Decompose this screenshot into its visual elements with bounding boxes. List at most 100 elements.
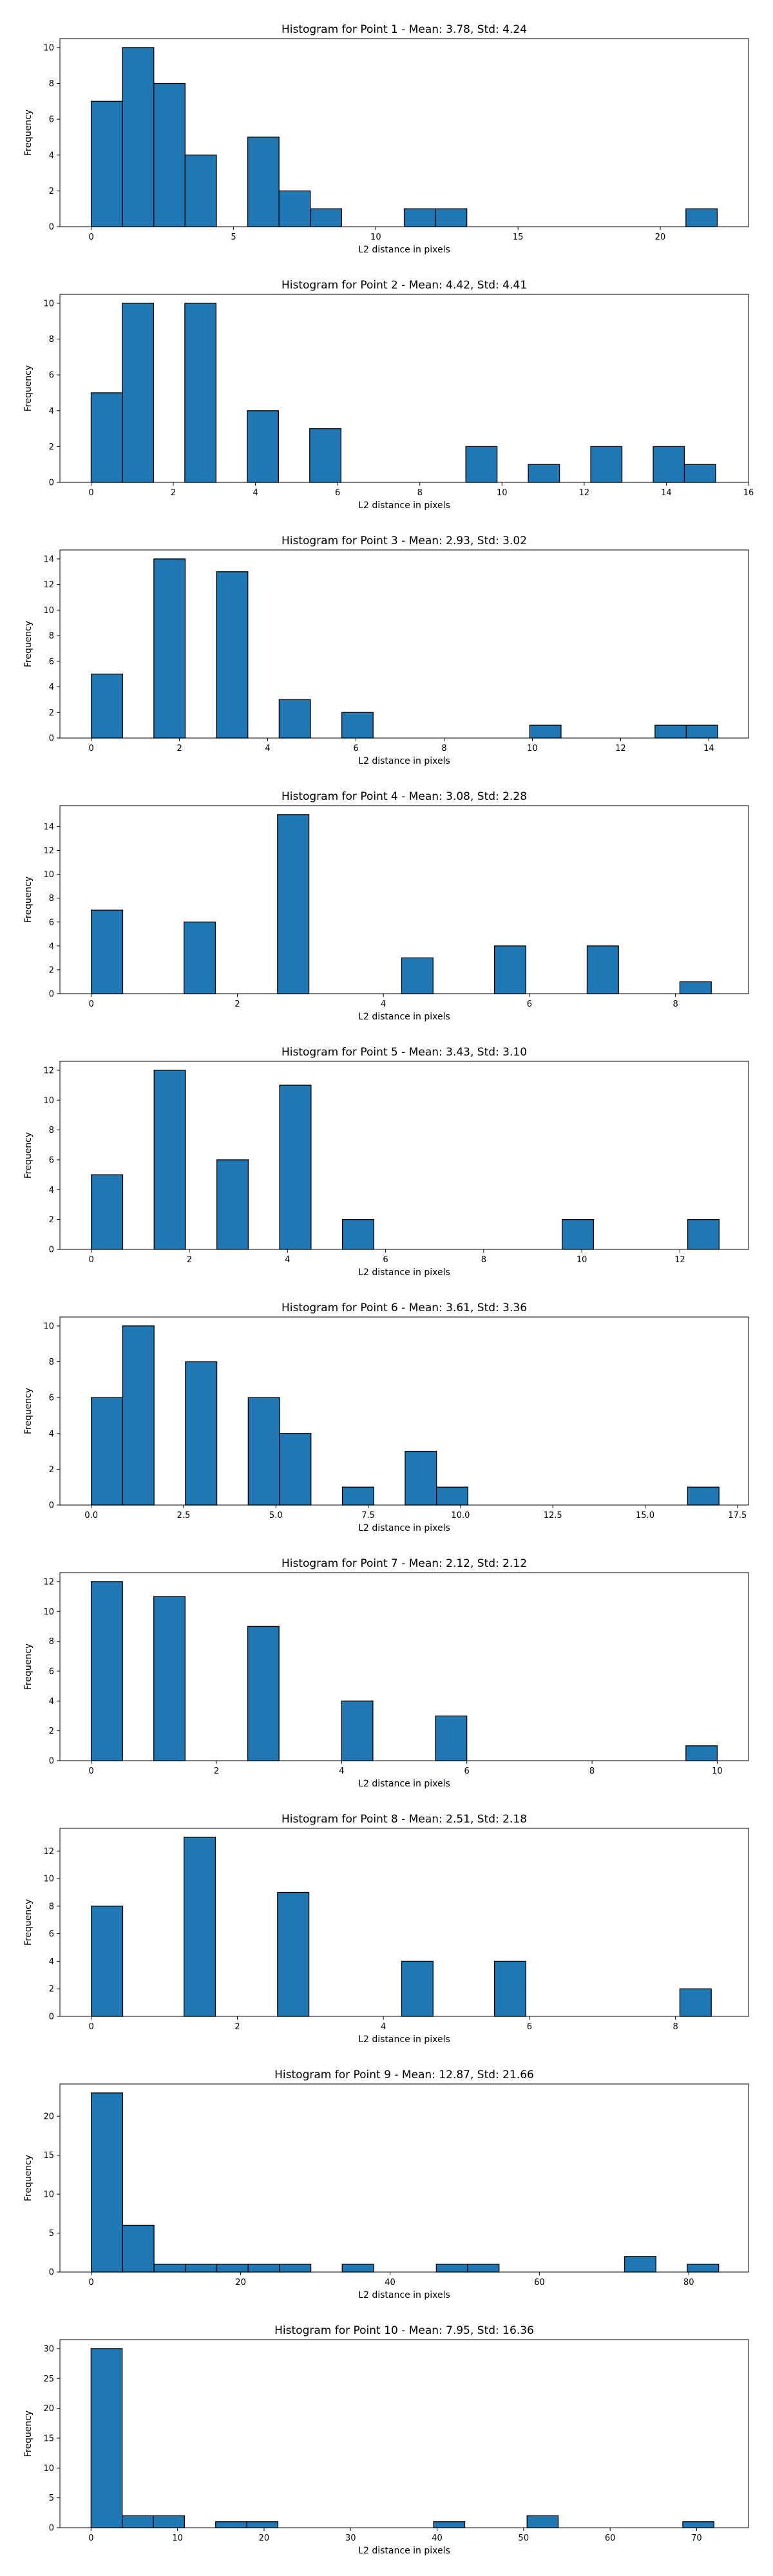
histogram-bar: [435, 1716, 467, 1761]
histogram-bar: [91, 1582, 123, 1761]
histogram-bar: [153, 2515, 184, 2528]
histogram-bar: [122, 2225, 154, 2272]
histogram-bar: [91, 2349, 122, 2528]
x-axis-label: L2 distance in pixels: [358, 245, 450, 255]
histogram-bar: [280, 1085, 311, 1249]
histogram-bar: [527, 2515, 558, 2528]
x-tick-label: 12.5: [544, 1511, 562, 1520]
x-tick-label: 6: [527, 999, 532, 1009]
x-tick-label: 15: [513, 232, 524, 242]
x-axis-label: L2 distance in pixels: [358, 1012, 450, 1022]
y-tick-label: 0: [49, 1245, 54, 1255]
histogram-bar: [185, 303, 216, 482]
chart-panel-6: Histogram for Point 6 - Mean: 3.61, Std:…: [23, 1302, 749, 1533]
histogram-bar: [122, 303, 153, 482]
x-axis-label: L2 distance in pixels: [358, 1267, 450, 1278]
x-tick-label: 50: [519, 2533, 530, 2543]
x-axis-label: L2 distance in pixels: [358, 756, 450, 766]
y-tick-label: 10: [43, 2464, 54, 2474]
chart-title: Histogram for Point 8 - Mean: 2.51, Std:…: [282, 1813, 527, 1826]
y-tick-label: 10: [43, 606, 54, 616]
x-tick-label: 60: [534, 2278, 545, 2287]
x-tick-label: 2: [171, 488, 176, 498]
x-tick-label: 5: [231, 232, 236, 242]
histogram-bar: [687, 1487, 719, 1505]
x-tick-label: 6: [527, 2022, 532, 2032]
histogram-bar: [528, 464, 559, 482]
y-tick-label: 12: [43, 580, 54, 590]
y-tick-label: 6: [49, 1394, 54, 1403]
y-tick-label: 6: [49, 1929, 54, 1939]
y-tick-label: 4: [49, 406, 54, 416]
x-tick-label: 2.5: [177, 1511, 191, 1520]
x-tick-label: 4: [381, 999, 386, 1009]
histogram-bar: [184, 922, 216, 994]
histogram-bar: [405, 1452, 437, 1505]
histogram-bar: [184, 1837, 216, 2016]
y-tick-label: 10: [43, 1875, 54, 1884]
x-tick-label: 4: [265, 744, 270, 753]
histogram-bar: [91, 1175, 123, 1249]
x-tick-label: 17.5: [728, 1511, 747, 1520]
histogram-bar: [686, 1746, 718, 1761]
x-axis-label: L2 distance in pixels: [358, 500, 450, 511]
x-tick-label: 4: [339, 1766, 344, 1776]
chart-panel-5: Histogram for Point 5 - Mean: 3.43, Std:…: [23, 1046, 749, 1278]
chart-title: Histogram for Point 7 - Mean: 2.12, Std:…: [282, 1557, 527, 1570]
x-tick-label: 20: [655, 232, 666, 242]
histogram-bar: [688, 1220, 720, 1249]
y-tick-label: 25: [43, 2374, 54, 2384]
x-tick-label: 6: [335, 488, 340, 498]
x-tick-label: 15.0: [636, 1511, 654, 1520]
histogram-bar: [154, 84, 186, 227]
x-tick-label: 10: [370, 232, 381, 242]
histogram-bar: [248, 137, 280, 227]
y-tick-label: 12: [43, 846, 54, 856]
x-tick-label: 10: [712, 1766, 723, 1776]
histogram-bar: [280, 2264, 311, 2272]
x-axis-label: L2 distance in pixels: [358, 2290, 450, 2300]
histogram-bar: [436, 2264, 468, 2272]
histogram-bar: [154, 559, 186, 738]
histogram-bar: [185, 155, 216, 227]
histogram-bar: [530, 725, 561, 738]
plot-frame: [60, 2084, 749, 2272]
y-tick-label: 4: [49, 942, 54, 951]
y-tick-label: 6: [49, 918, 54, 927]
y-tick-label: 0: [49, 478, 54, 488]
histogram-bar: [591, 446, 622, 482]
x-tick-label: 80: [683, 2278, 694, 2287]
x-tick-label: 2: [214, 1766, 219, 1776]
histogram-bar: [248, 1626, 280, 1761]
y-tick-label: 15: [43, 2434, 54, 2443]
chart-panel-8: Histogram for Point 8 - Mean: 2.51, Std:…: [23, 1813, 749, 2045]
plot-frame: [60, 294, 749, 482]
y-tick-label: 12: [43, 1577, 54, 1587]
x-tick-label: 0.0: [84, 1511, 98, 1520]
y-tick-label: 4: [49, 151, 54, 160]
x-tick-label: 20: [259, 2533, 270, 2543]
x-tick-label: 8: [417, 488, 423, 498]
chart-title: Histogram for Point 1 - Mean: 3.78, Std:…: [282, 23, 527, 36]
x-tick-label: 6: [353, 744, 358, 753]
chart-title: Histogram for Point 6 - Mean: 3.61, Std:…: [282, 1302, 527, 1314]
y-tick-label: 20: [43, 2404, 54, 2414]
histogram-bar: [278, 815, 309, 994]
histogram-bar: [248, 1397, 280, 1505]
chart-title: Histogram for Point 3 - Mean: 2.93, Std:…: [282, 535, 527, 547]
x-tick-label: 10.0: [451, 1511, 470, 1520]
x-axis-label: L2 distance in pixels: [358, 2034, 450, 2045]
chart-panel-4: Histogram for Point 4 - Mean: 3.08, Std:…: [23, 790, 749, 1022]
x-axis-label: L2 distance in pixels: [358, 1779, 450, 1789]
y-tick-label: 5: [49, 2229, 54, 2239]
histogram-bar: [342, 1487, 374, 1505]
y-axis-label: Frequency: [23, 365, 33, 412]
x-axis-label: L2 distance in pixels: [358, 2546, 450, 2556]
y-tick-label: 6: [49, 115, 54, 125]
histogram-bar: [247, 411, 278, 482]
x-tick-label: 70: [691, 2533, 702, 2543]
x-tick-label: 60: [605, 2533, 616, 2543]
histogram-bar: [91, 910, 123, 994]
histogram-bar: [216, 572, 248, 738]
histogram-bar: [280, 1434, 311, 1505]
